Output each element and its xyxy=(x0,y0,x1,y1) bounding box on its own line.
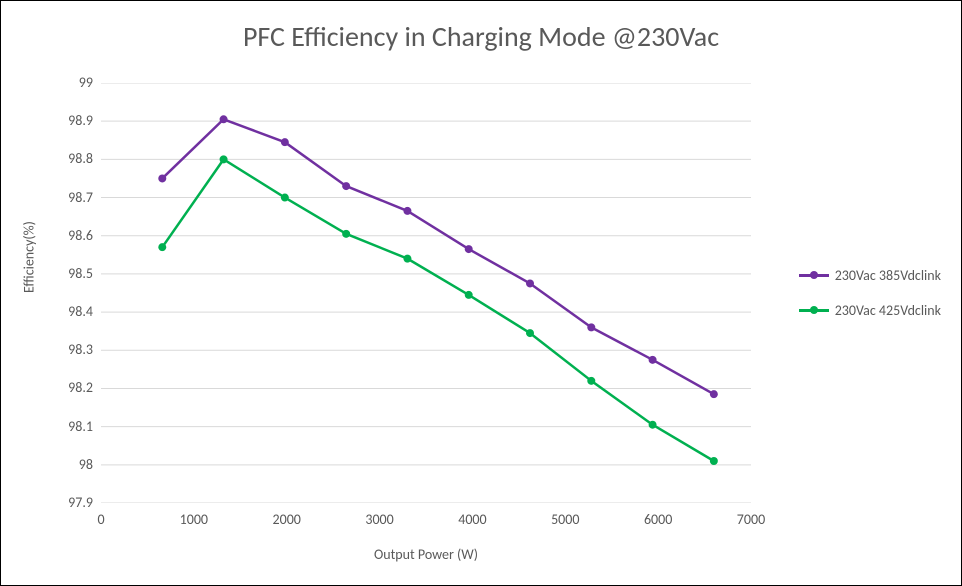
y-tick-label: 98.1 xyxy=(53,418,93,435)
x-axis-title: Output Power (W) xyxy=(101,546,751,563)
y-tick-label: 99 xyxy=(53,74,93,91)
y-tick-label: 98.7 xyxy=(53,189,93,206)
y-tick-label: 98.8 xyxy=(53,150,93,167)
legend-label-0: 230Vac 385Vdclink xyxy=(835,267,941,284)
x-tick-label: 1000 xyxy=(169,511,219,528)
y-tick-label: 97.9 xyxy=(53,494,93,511)
x-tick-label: 4000 xyxy=(447,511,497,528)
chart-frame: PFC Efficiency in Charging Mode @230Vac … xyxy=(0,0,962,586)
y-tick-label: 98.2 xyxy=(53,379,93,396)
legend-label-1: 230Vac 425Vdclink xyxy=(835,302,941,319)
y-tick-label: 98.6 xyxy=(53,227,93,244)
legend-item-1: 230Vac 425Vdclink xyxy=(799,302,941,319)
legend-swatch-1 xyxy=(799,309,829,312)
y-tick-label: 98.9 xyxy=(53,112,93,129)
legend-item-0: 230Vac 385Vdclink xyxy=(799,267,941,284)
legend-swatch-0 xyxy=(799,274,829,277)
legend-marker-1 xyxy=(810,306,818,314)
x-tick-label: 2000 xyxy=(262,511,312,528)
y-tick-label: 98.4 xyxy=(53,303,93,320)
x-tick-label: 5000 xyxy=(540,511,590,528)
x-tick-label: 0 xyxy=(76,511,126,528)
legend: 230Vac 385Vdclink 230Vac 425Vdclink xyxy=(799,249,941,337)
y-axis-title: Efficiency(%) xyxy=(21,221,38,293)
legend-marker-0 xyxy=(810,271,818,279)
y-tick-label: 98.3 xyxy=(53,341,93,358)
y-tick-label: 98 xyxy=(53,456,93,473)
x-tick-label: 6000 xyxy=(633,511,683,528)
chart-title: PFC Efficiency in Charging Mode @230Vac xyxy=(1,19,961,54)
plot-area xyxy=(101,83,751,503)
x-tick-label: 7000 xyxy=(726,511,776,528)
y-tick-label: 98.5 xyxy=(53,265,93,282)
x-tick-label: 3000 xyxy=(355,511,405,528)
